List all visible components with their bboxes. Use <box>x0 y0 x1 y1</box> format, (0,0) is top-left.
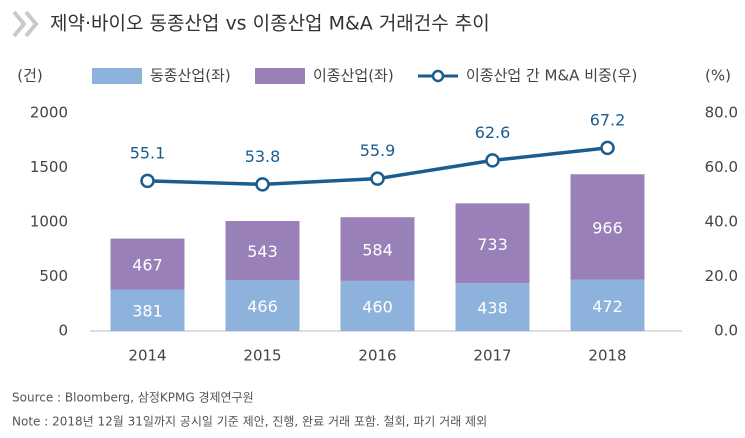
bar <box>455 203 530 284</box>
bar <box>225 221 300 281</box>
x-tick-label: 2014 <box>128 347 166 365</box>
bar-value-label: 381 <box>132 302 163 321</box>
x-tick-label: 2017 <box>473 347 511 365</box>
legend-swatch <box>92 68 142 84</box>
y2-tick-label: 80.0 <box>705 104 738 122</box>
bar <box>110 238 185 290</box>
line-marker <box>370 171 385 186</box>
bar <box>455 283 530 331</box>
bar-value-label: 584 <box>362 241 393 260</box>
y2-tick-label: 40.0 <box>705 213 738 231</box>
y-tick-label: 2000 <box>30 104 68 122</box>
y2-axis-label: (%) <box>705 67 731 85</box>
bar <box>110 289 185 331</box>
y2-tick-label: 20.0 <box>705 267 738 285</box>
legend-swatch <box>255 68 305 84</box>
bar <box>340 280 415 331</box>
footnote: Note : 2018년 12월 31일까지 공시일 기준 제안, 진행, 완료… <box>12 414 487 429</box>
bar-value-label: 438 <box>477 299 508 318</box>
bar-value-label: 460 <box>362 297 393 316</box>
line-value-label: 62.6 <box>475 123 511 142</box>
line-value-label: 55.1 <box>130 143 166 162</box>
line-value-label: 67.2 <box>590 110 626 129</box>
legend-label: 이종산업(좌) <box>313 67 394 85</box>
bar-value-label: 472 <box>592 297 623 316</box>
x-tick-label: 2015 <box>243 347 281 365</box>
bar <box>225 280 300 331</box>
bar-value-label: 543 <box>247 242 278 261</box>
legend-label: 동종산업(좌) <box>150 67 231 85</box>
line-marker <box>600 140 615 156</box>
y-tick-label: 1000 <box>30 213 68 231</box>
bar-value-label: 966 <box>592 218 623 237</box>
chevron-icon <box>12 10 27 38</box>
line-value-label: 53.8 <box>245 147 281 166</box>
bar-value-label: 466 <box>247 297 278 316</box>
bar-value-label: 467 <box>132 256 163 275</box>
x-tick-label: 2016 <box>358 347 396 365</box>
bar <box>340 217 415 281</box>
line-marker <box>255 177 270 192</box>
line-marker <box>485 153 500 168</box>
y2-tick-label: 60.0 <box>705 158 738 176</box>
legend-label: 이종산업 간 M&A 비중(우) <box>466 67 637 85</box>
chart-title: 제약·바이오 동종산업 vs 이종산업 M&A 거래건수 추이 <box>50 13 490 35</box>
y-tick-label: 500 <box>39 267 68 285</box>
y2-tick-label: 0.0 <box>714 322 738 340</box>
source-note: Source : Bloomberg, 삼정KPMG 경제연구원 <box>12 391 254 405</box>
line-marker <box>140 173 155 189</box>
legend-marker <box>431 69 445 83</box>
bar <box>570 279 645 331</box>
line-value-label: 55.9 <box>360 141 396 160</box>
bar <box>570 174 645 280</box>
x-tick-label: 2018 <box>588 347 626 365</box>
y-tick-label: 0 <box>58 322 68 340</box>
bar-value-label: 733 <box>477 235 508 254</box>
y-axis-label: (건) <box>17 67 43 85</box>
chevron-icon <box>24 10 39 38</box>
y-tick-label: 1500 <box>30 158 68 176</box>
